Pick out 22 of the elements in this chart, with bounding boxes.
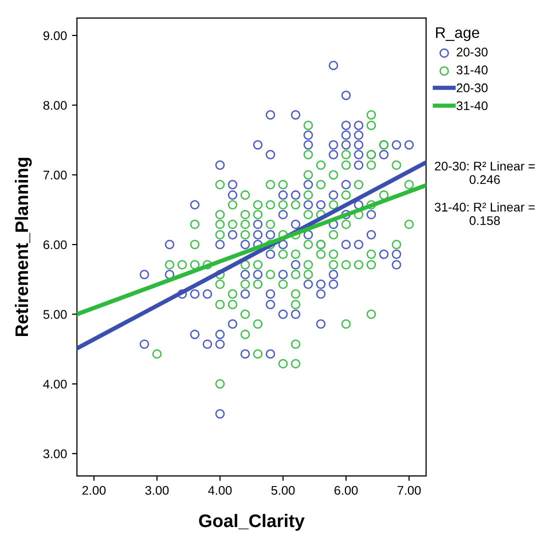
x-tick-label: 4.00 (208, 486, 232, 495)
y-axis-title: Retirement_Planning (14, 158, 32, 336)
legend-label: 31-40 (456, 66, 488, 74)
x-tick-label: 7.00 (398, 486, 421, 495)
x-tick-label: 3.00 (145, 486, 169, 495)
y-tick-label: 3.00 (43, 449, 67, 458)
y-tick-label: 9.00 (43, 31, 67, 40)
y-tick-label: 7.00 (44, 170, 67, 180)
legend-label: 20-30 (456, 83, 488, 92)
x-tick-label: 5.00 (271, 486, 295, 495)
legend-label: 20-30 (456, 48, 488, 56)
y-tick-label: 4.00 (43, 380, 67, 389)
x-tick-label: 2.00 (82, 486, 106, 495)
text: 31-40: R² Linear = 0.158 (434, 202, 535, 226)
legend-title: R_age (436, 27, 480, 42)
y-tick-label: 8.00 (43, 100, 67, 110)
text: 20-30: R² Linear = 0.246 (434, 161, 535, 184)
y-tick-label: 6.00 (44, 240, 67, 250)
x-tick-label: 6.00 (334, 486, 358, 495)
x-axis-title: Goal_Clarity (199, 514, 305, 531)
y-tick-label: 5.00 (43, 310, 67, 319)
legend-label: 31-40 (456, 101, 488, 110)
